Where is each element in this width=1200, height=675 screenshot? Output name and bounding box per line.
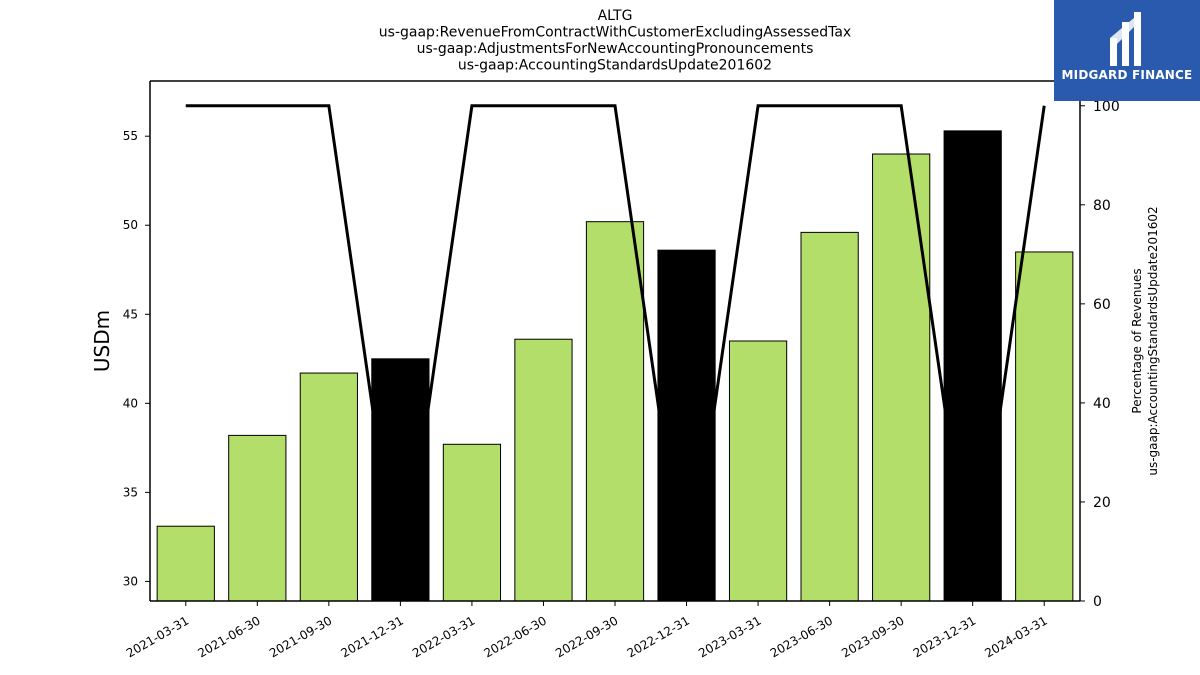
y-right-tick-label: 100 (1093, 99, 1120, 115)
bar (800, 231, 859, 602)
y-right-tick-label: 20 (1093, 495, 1111, 511)
logo-text: MIDGARD FINANCE (1061, 68, 1193, 82)
bar (585, 221, 645, 602)
chart-title-line: us-gaap:AccountingStandardsUpdate201602 (458, 58, 772, 74)
bar (442, 443, 502, 602)
chart-title-line: ALTG (598, 8, 633, 24)
bar (1015, 251, 1074, 602)
x-tick-label: 2021-09-30 (267, 613, 334, 660)
bar (657, 249, 716, 602)
x-tick-label: 2023-03-31 (696, 613, 763, 660)
x-axis: 2021-03-31 2021-06-30 2021-09-30 2021-12-31… (124, 601, 1050, 660)
x-tick-label: 2022-09-30 (553, 613, 620, 660)
x-tick-label: 2023-12-31 (911, 613, 978, 660)
logo: MIDGARD FINANCE (1054, 0, 1200, 101)
y-right-tick-label: 40 (1093, 396, 1111, 412)
x-tick-label: 2023-06-30 (768, 613, 835, 660)
y-axis-left: 30 35 40 45 50 55 (123, 129, 150, 588)
logo-mark-icon (1110, 12, 1141, 66)
y-right-tick-label: 0 (1093, 594, 1102, 610)
x-tick-label: 2022-06-30 (482, 613, 549, 660)
chart-title-line: us-gaap:AdjustmentsForNewAccountingProno… (417, 41, 814, 57)
y-tick-label: 45 (123, 307, 138, 321)
chart-title-line: us-gaap:RevenueFromContractWithCustomerE… (379, 25, 851, 41)
x-tick-label: 2022-03-31 (410, 613, 477, 660)
y-tick-label: 40 (123, 396, 138, 410)
bar (228, 434, 287, 602)
x-tick-label: 2024-03-31 (982, 613, 1049, 660)
bar (514, 338, 573, 602)
bar (943, 130, 1002, 602)
bar (872, 153, 931, 602)
y-right-tick-label: 60 (1093, 297, 1111, 313)
x-tick-label: 2023-09-30 (839, 613, 906, 660)
x-tick-label: 2021-12-31 (338, 613, 405, 660)
bar-series (156, 130, 1074, 602)
y-axis-right-label: Percentage of Revenues us-gaap:Accounting… (1130, 206, 1160, 475)
bar (156, 525, 215, 602)
y-tick-label: 30 (123, 574, 138, 588)
x-tick-label: 2022-12-31 (625, 613, 692, 660)
x-tick-label: 2021-03-31 (124, 613, 191, 660)
chart-title: ALTGus-gaap:RevenueFromContractWithCusto… (379, 8, 851, 74)
y-right-tick-label: 80 (1093, 198, 1111, 214)
y-axis-right-label-line: us-gaap:AccountingStandardsUpdate201602 (1146, 206, 1160, 475)
bar (299, 372, 358, 602)
y-tick-label: 35 (123, 485, 138, 499)
y-axis-right: 0 20 40 60 80 100 (1080, 99, 1120, 610)
y-tick-label: 55 (123, 129, 138, 143)
bar (728, 340, 788, 602)
y-tick-label: 50 (123, 218, 138, 232)
y-axis-left-label: USDm (90, 310, 114, 372)
x-tick-label: 2021-06-30 (195, 613, 262, 660)
bar (371, 358, 430, 602)
y-axis-right-label-line: Percentage of Revenues (1130, 268, 1144, 413)
